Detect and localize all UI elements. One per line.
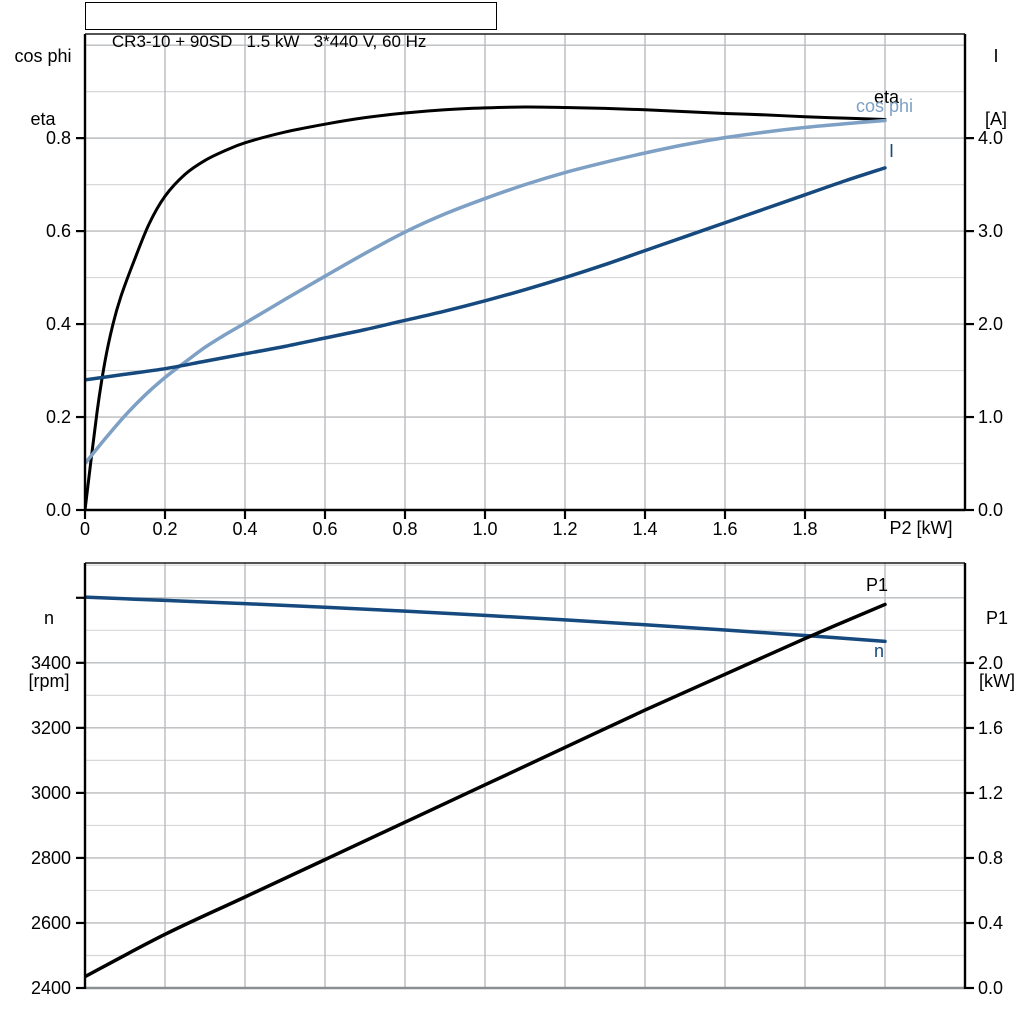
chart-title-box: CR3-10 + 90SD 1.5 kW 3*440 V, 60 Hz [85, 2, 497, 51]
tick-label: 2400 [30, 978, 71, 998]
bottom-chart-y-right-axis-title: P1 [kW] [970, 566, 1024, 734]
series-cos-phi [85, 118, 887, 466]
y-right-title-line1: I [993, 46, 999, 66]
tick-label: 0.4 [45, 314, 71, 335]
top-chart-y-right-axis-title: I [A] [970, 4, 1022, 172]
speed-power-curves-series [85, 595, 887, 979]
tick-label: 2600 [30, 912, 71, 933]
curve-label-p1: P1 [866, 575, 889, 595]
tick-label: 3000 [30, 782, 71, 803]
curve-label-n: n [874, 641, 885, 661]
tick-label: 0.8 [392, 519, 418, 539]
tick-label: 1.0 [472, 519, 498, 539]
series-eta [85, 105, 887, 510]
motor-curves-grid [85, 34, 965, 510]
speed-power-curves-grid [85, 563, 965, 988]
y-right-title-line2: [A] [984, 109, 1007, 129]
tick-label: 0.0 [978, 978, 1004, 998]
bottom-chart-y-left-axis-title: n [rpm] [18, 566, 80, 734]
curve-label-current: I [889, 141, 895, 161]
speed-power-curves-frame [76, 562, 974, 990]
tick-label: 0.0 [978, 500, 1004, 520]
tick-label: 0.0 [45, 500, 71, 520]
series-P1 [85, 602, 887, 979]
tick-label: 1.6 [978, 717, 1004, 738]
tick-label: 0.8 [45, 128, 71, 149]
tick-label: 4.0 [978, 128, 1004, 149]
tick-label: 1.2 [552, 519, 578, 539]
tick-label: 0.2 [152, 519, 178, 539]
tick-label: 0.8 [978, 847, 1004, 868]
x-axis-unit-label: P2 [kW] [889, 518, 953, 538]
curve-label-cos-phi: cos phi [856, 96, 914, 116]
tick-label: 0.4 [232, 519, 258, 539]
series-n [85, 595, 887, 644]
tick-label: 0.2 [45, 407, 71, 428]
tick-label: 0.6 [312, 519, 338, 539]
tick-label: 1.2 [978, 782, 1004, 803]
tick-label: 0.4 [978, 912, 1004, 933]
motor-curves-frame [76, 33, 974, 519]
tick-label: 1.0 [978, 407, 1004, 428]
tick-label: 2800 [30, 847, 71, 868]
chart-title: CR3-10 + 90SD 1.5 kW 3*440 V, 60 Hz [111, 32, 427, 51]
tick-label: 3200 [30, 717, 71, 738]
tick-label: 3400 [30, 652, 71, 673]
p1-axis-title-line2: [kW] [979, 671, 1015, 691]
tick-label: 0 [79, 519, 90, 539]
n-axis-title-line2: [rpm] [28, 671, 70, 691]
tick-label: 2.0 [978, 652, 1004, 673]
curve-label-eta: eta [874, 87, 900, 107]
tick-label: 2.0 [978, 314, 1004, 335]
motor-curves-series [85, 105, 887, 510]
n-axis-title-line1: n [43, 608, 54, 628]
p1-axis-title-line1: P1 [985, 608, 1009, 628]
y-left-title-line2: eta [30, 109, 56, 129]
tick-label: 1.6 [712, 519, 738, 539]
top-chart-y-left-axis-title: cos phi eta [4, 4, 82, 172]
series-I [85, 166, 887, 382]
tick-label: 3.0 [978, 221, 1004, 242]
tick-label: 1.4 [632, 519, 658, 539]
y-left-title-line1: cos phi [14, 46, 72, 66]
tick-label: 1.8 [792, 519, 818, 539]
tick-label: 0.6 [45, 221, 71, 242]
